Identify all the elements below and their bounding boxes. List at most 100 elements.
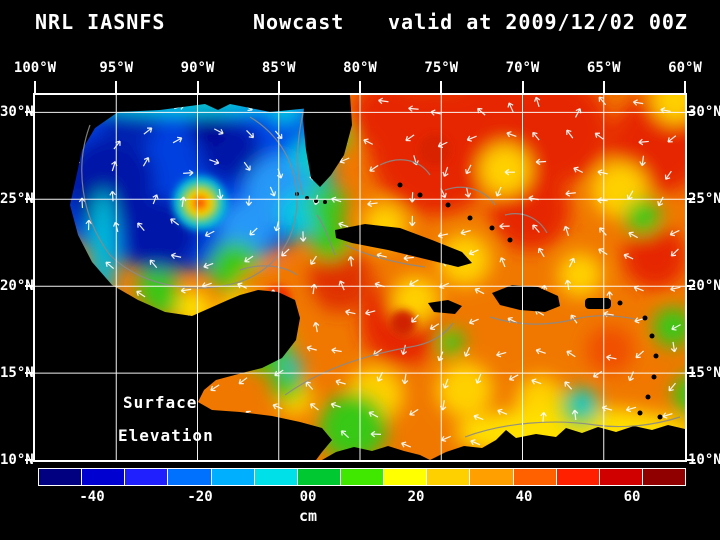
lon-tick-label: 70°W (505, 60, 540, 76)
lat-tick-mark (25, 198, 33, 200)
colorbar-segment (427, 469, 470, 485)
lat-tick-label: 25°N (688, 191, 720, 207)
lat-tick-mark (687, 372, 695, 374)
lat-tick-mark (25, 111, 33, 113)
model-name: NRL IASNFS (35, 10, 166, 34)
colorbar-tick-label: 20 (407, 489, 425, 505)
land-panama-costa-rica (322, 446, 430, 460)
land-puerto-rico (585, 298, 611, 309)
land-lesser-antilles (645, 394, 651, 400)
contour-line (444, 186, 496, 206)
colorbar-tick-label: 60 (623, 489, 641, 505)
contour-line (239, 265, 298, 276)
land-bahamas (507, 237, 513, 243)
colorbar-tick-label: 00 (299, 489, 317, 505)
colorbar-segment (168, 469, 211, 485)
contour-line (464, 416, 681, 438)
colorbar-segment (556, 469, 599, 485)
lon-tick-mark (196, 81, 199, 93)
land-florida-keys (314, 199, 318, 203)
land-bahamas (397, 182, 403, 188)
lat-tick-label: 10°N (688, 452, 720, 468)
map-field-svg (35, 95, 685, 460)
colorbar-segment (642, 469, 686, 485)
land-lesser-antilles (617, 300, 623, 306)
lat-tick-label: 30°N (688, 104, 720, 120)
land-lesser-antilles (653, 353, 659, 359)
lon-tick-label: 85°W (261, 60, 296, 76)
colorbar-segment (254, 469, 297, 485)
land-bahamas (417, 192, 423, 198)
colorbar-segment (125, 469, 168, 485)
colorbar-segment (340, 469, 384, 485)
land-cuba (335, 224, 472, 267)
lon-tick-label: 60°W (668, 60, 702, 76)
colorbar-tick-label: -40 (79, 489, 105, 505)
colorbar-segment (599, 469, 642, 485)
land-north-america-mexico (35, 95, 332, 460)
lat-tick-mark (25, 372, 33, 374)
lat-tick-mark (687, 111, 695, 113)
lat-tick-mark (687, 285, 695, 287)
contour-line (316, 214, 336, 256)
lat-tick-label: 30°N (0, 104, 34, 120)
field-label-line1: Surface (123, 393, 198, 412)
lon-tick-label: 65°W (586, 60, 621, 76)
land-florida (303, 95, 352, 187)
lat-tick-label: 20°N (0, 278, 34, 294)
land-lesser-antilles (649, 333, 655, 339)
grid-lines (35, 95, 685, 460)
lon-tick-label: 90°W (180, 60, 215, 76)
lat-tick-label: 15°N (0, 365, 34, 381)
contour-line (81, 116, 298, 289)
lon-tick-mark (359, 81, 361, 93)
colorbar-segment (513, 469, 556, 485)
land-bahamas (467, 215, 473, 221)
land-lesser-antilles (637, 410, 643, 416)
land-florida-keys (323, 200, 327, 204)
lon-tick-mark (34, 81, 36, 93)
lon-tick-mark (521, 81, 524, 93)
valid-time: valid at 2009/12/02 00Z (388, 10, 688, 34)
eddy-features (173, 134, 451, 336)
lon-tick-mark (684, 81, 686, 93)
colorbar-segment (211, 469, 254, 485)
land-south-america (430, 425, 685, 460)
colorbar-segment (297, 469, 340, 485)
bathymetry-contours (81, 112, 681, 438)
lat-tick-mark (687, 198, 695, 200)
lon-tick-mark (440, 81, 443, 93)
lon-tick-mark (277, 81, 280, 93)
contour-line (379, 159, 431, 176)
land-lesser-antilles (651, 374, 657, 380)
contour-line (504, 213, 548, 234)
lat-tick-label: 10°N (0, 452, 34, 468)
colorbar-segment (82, 469, 125, 485)
colorbar-segment (39, 469, 82, 485)
colorbar (38, 468, 686, 486)
lon-tick-label: 95°W (99, 60, 134, 76)
colorbar-tick-label: 40 (515, 489, 533, 505)
lon-tick-label: 75°W (424, 60, 459, 76)
land-trinidad (657, 414, 663, 420)
lat-tick-mark (25, 285, 33, 287)
lon-tick-mark (115, 81, 118, 93)
colorbar-tick-label: -20 (187, 489, 213, 505)
colorbar-segment (384, 469, 427, 485)
colorbar-segment (470, 469, 513, 485)
map-frame: Surface Elevation (33, 93, 687, 462)
lat-tick-label: 15°N (688, 365, 720, 381)
lat-tick-mark (25, 459, 33, 461)
land-hispaniola (492, 285, 560, 312)
land-jamaica (428, 300, 462, 314)
lon-tick-label: 100°W (13, 60, 57, 76)
land-bahamas (445, 202, 451, 208)
lat-tick-mark (687, 459, 695, 461)
land-masses (35, 95, 685, 460)
land-lesser-antilles (642, 315, 648, 321)
lat-tick-label: 25°N (0, 191, 34, 207)
lon-tick-mark (602, 81, 605, 93)
lat-tick-label: 20°N (688, 278, 720, 294)
lon-tick-label: 80°W (343, 60, 377, 76)
